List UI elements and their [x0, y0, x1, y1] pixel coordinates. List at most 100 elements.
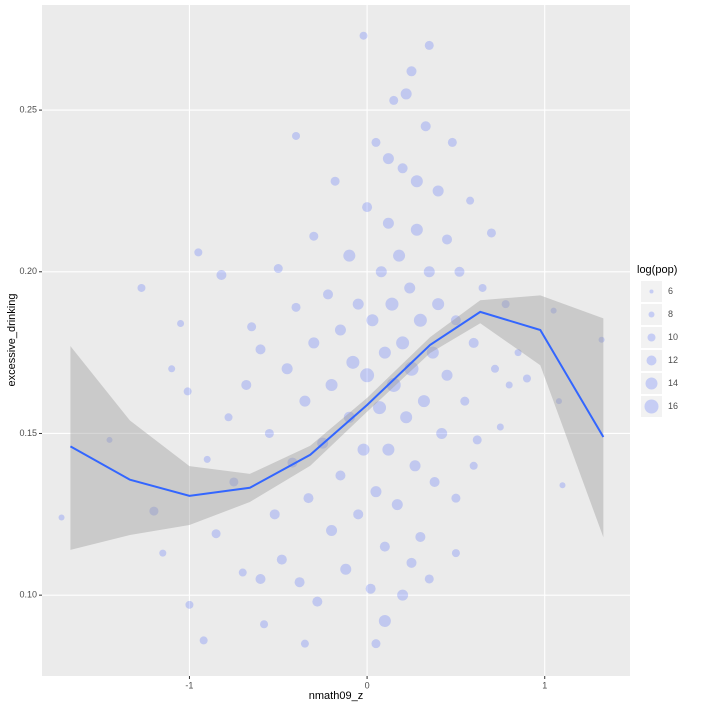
- point: [420, 121, 431, 132]
- point: [426, 346, 439, 359]
- point: [379, 541, 390, 552]
- point: [149, 506, 159, 516]
- point: [366, 314, 379, 327]
- confidence-band: [70, 295, 604, 550]
- point: [423, 266, 435, 278]
- point: [300, 639, 309, 648]
- point: [340, 563, 352, 575]
- point: [194, 248, 203, 257]
- y-tick-label: 0.25: [19, 104, 37, 114]
- point: [325, 378, 338, 391]
- point: [260, 620, 269, 629]
- legend-key: [641, 396, 662, 417]
- point: [410, 175, 423, 188]
- point: [413, 313, 427, 327]
- point: [451, 493, 461, 503]
- point: [441, 369, 453, 381]
- point: [203, 455, 211, 463]
- point: [396, 336, 410, 350]
- point: [58, 514, 65, 521]
- point: [442, 234, 453, 245]
- point: [291, 302, 301, 312]
- legend-symbol: [644, 399, 659, 414]
- point: [371, 137, 381, 147]
- smooth-line: [69, 310, 605, 497]
- point: [352, 298, 364, 310]
- point: [229, 477, 239, 487]
- legend-label: 14: [668, 378, 678, 388]
- point: [522, 374, 531, 383]
- point: [264, 428, 274, 438]
- point: [469, 461, 478, 470]
- point: [429, 476, 440, 487]
- x-tick-label: -1: [185, 680, 193, 690]
- point: [432, 185, 444, 197]
- point: [393, 249, 406, 262]
- point: [410, 223, 423, 236]
- point: [330, 176, 340, 186]
- point: [137, 283, 146, 292]
- point: [391, 499, 403, 511]
- point: [389, 95, 399, 105]
- point: [241, 379, 252, 390]
- point: [360, 368, 375, 383]
- point: [294, 577, 305, 588]
- point: [309, 231, 319, 241]
- point: [308, 337, 320, 349]
- legend-label: 6: [668, 286, 673, 296]
- y-tick-label: 0.15: [19, 428, 37, 438]
- point: [378, 615, 391, 628]
- y-tick-label: 0.20: [19, 266, 37, 276]
- point: [400, 411, 413, 424]
- point: [255, 573, 266, 584]
- point: [216, 270, 227, 281]
- point: [478, 283, 487, 292]
- point: [312, 596, 323, 607]
- legend-key: [641, 350, 662, 371]
- point: [276, 554, 287, 565]
- legend-key: [641, 304, 662, 325]
- point: [447, 137, 457, 147]
- point: [501, 300, 510, 309]
- point: [417, 395, 430, 408]
- point: [238, 568, 247, 577]
- point: [373, 401, 387, 415]
- point: [409, 460, 421, 472]
- point: [281, 363, 293, 375]
- point: [555, 398, 562, 405]
- point: [371, 639, 381, 649]
- legend-symbol: [648, 311, 655, 318]
- point: [292, 131, 301, 140]
- point: [386, 377, 401, 392]
- x-tick-label: 0: [365, 680, 370, 690]
- point: [415, 531, 426, 542]
- x-axis-title: nmath09_z: [309, 690, 363, 702]
- point: [432, 298, 445, 311]
- legend-key: [641, 373, 662, 394]
- point: [397, 163, 408, 174]
- point: [106, 436, 113, 443]
- point: [598, 336, 605, 343]
- y-tick-label: 0.10: [19, 590, 37, 600]
- point: [168, 365, 176, 373]
- legend-key: [641, 327, 662, 348]
- point: [559, 482, 566, 489]
- point: [343, 249, 356, 262]
- legend-label: 12: [668, 355, 678, 365]
- point: [334, 324, 346, 336]
- point: [400, 88, 412, 100]
- point: [454, 266, 465, 277]
- legend-symbol: [647, 333, 656, 342]
- point: [382, 443, 395, 456]
- point: [468, 337, 479, 348]
- point: [269, 509, 280, 520]
- legend-title: log(pop): [637, 264, 677, 276]
- point: [436, 427, 448, 439]
- point: [357, 443, 370, 456]
- point: [370, 486, 382, 498]
- point: [424, 574, 434, 584]
- point: [406, 557, 417, 568]
- point: [303, 493, 314, 504]
- point: [183, 387, 192, 396]
- point: [550, 307, 557, 314]
